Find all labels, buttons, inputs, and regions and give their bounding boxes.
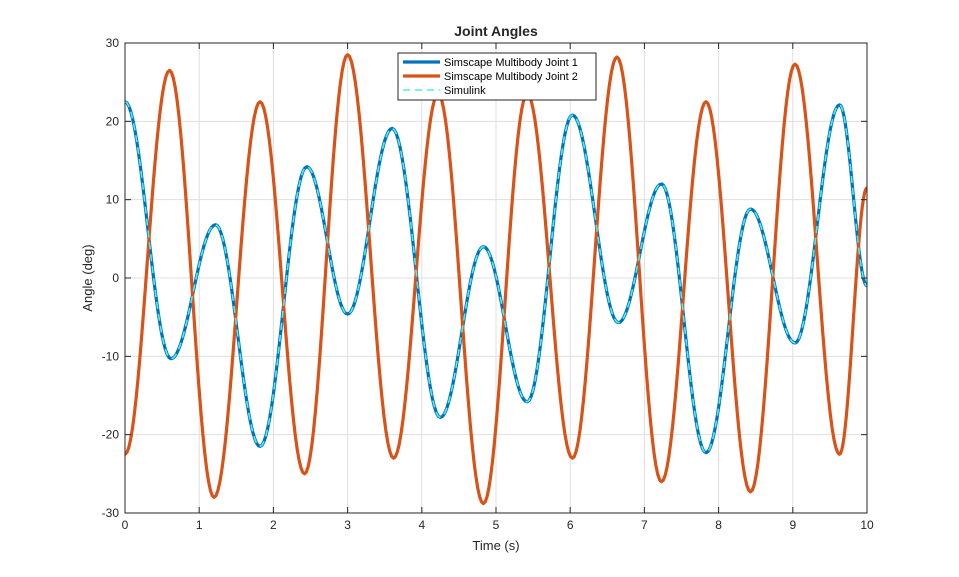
x-tick-label: 7: [641, 518, 648, 532]
y-tick-label: -10: [102, 349, 120, 363]
x-tick-label: 9: [789, 518, 796, 532]
y-tick-label: 10: [106, 193, 120, 207]
legend-entry: Simscape Multibody Joint 2: [444, 71, 578, 83]
x-tick-label: 8: [715, 518, 722, 532]
y-tick-label: 30: [106, 36, 120, 50]
series-layer: [125, 53, 867, 506]
y-tick-label: 0: [112, 271, 119, 285]
x-tick-label: 6: [567, 518, 574, 532]
x-tick-label: 4: [418, 518, 425, 532]
legend-entry: Simulink: [444, 85, 486, 97]
x-tick-label: 10: [860, 518, 874, 532]
y-tick-label: -20: [102, 428, 120, 442]
x-tick-label: 0: [122, 518, 129, 532]
x-tick-label: 3: [344, 518, 351, 532]
series-line-simscape-multibody-joint-2: [125, 53, 867, 506]
axis-ticks: [124, 42, 868, 514]
legend-entry: Simscape Multibody Joint 1: [444, 57, 578, 69]
x-tick-label: 2: [270, 518, 277, 532]
y-tick-label: 20: [106, 114, 120, 128]
x-tick-label: 5: [493, 518, 500, 532]
y-tick-label: -30: [102, 506, 120, 520]
x-tick-label: 1: [196, 518, 203, 532]
series-line-simulink: [125, 101, 867, 454]
y-axis-label: Angle (deg): [80, 244, 95, 311]
legend: Simscape Multibody Joint 1 Simscape Multi…: [397, 52, 597, 101]
x-axis-label: Time (s): [472, 538, 519, 553]
chart-title: Joint Angles: [454, 23, 538, 39]
tick-labels: 0 1 2 3 4 5 6 7 8 9 10 -30 -20 -10 0 10 20 30: [102, 36, 874, 532]
